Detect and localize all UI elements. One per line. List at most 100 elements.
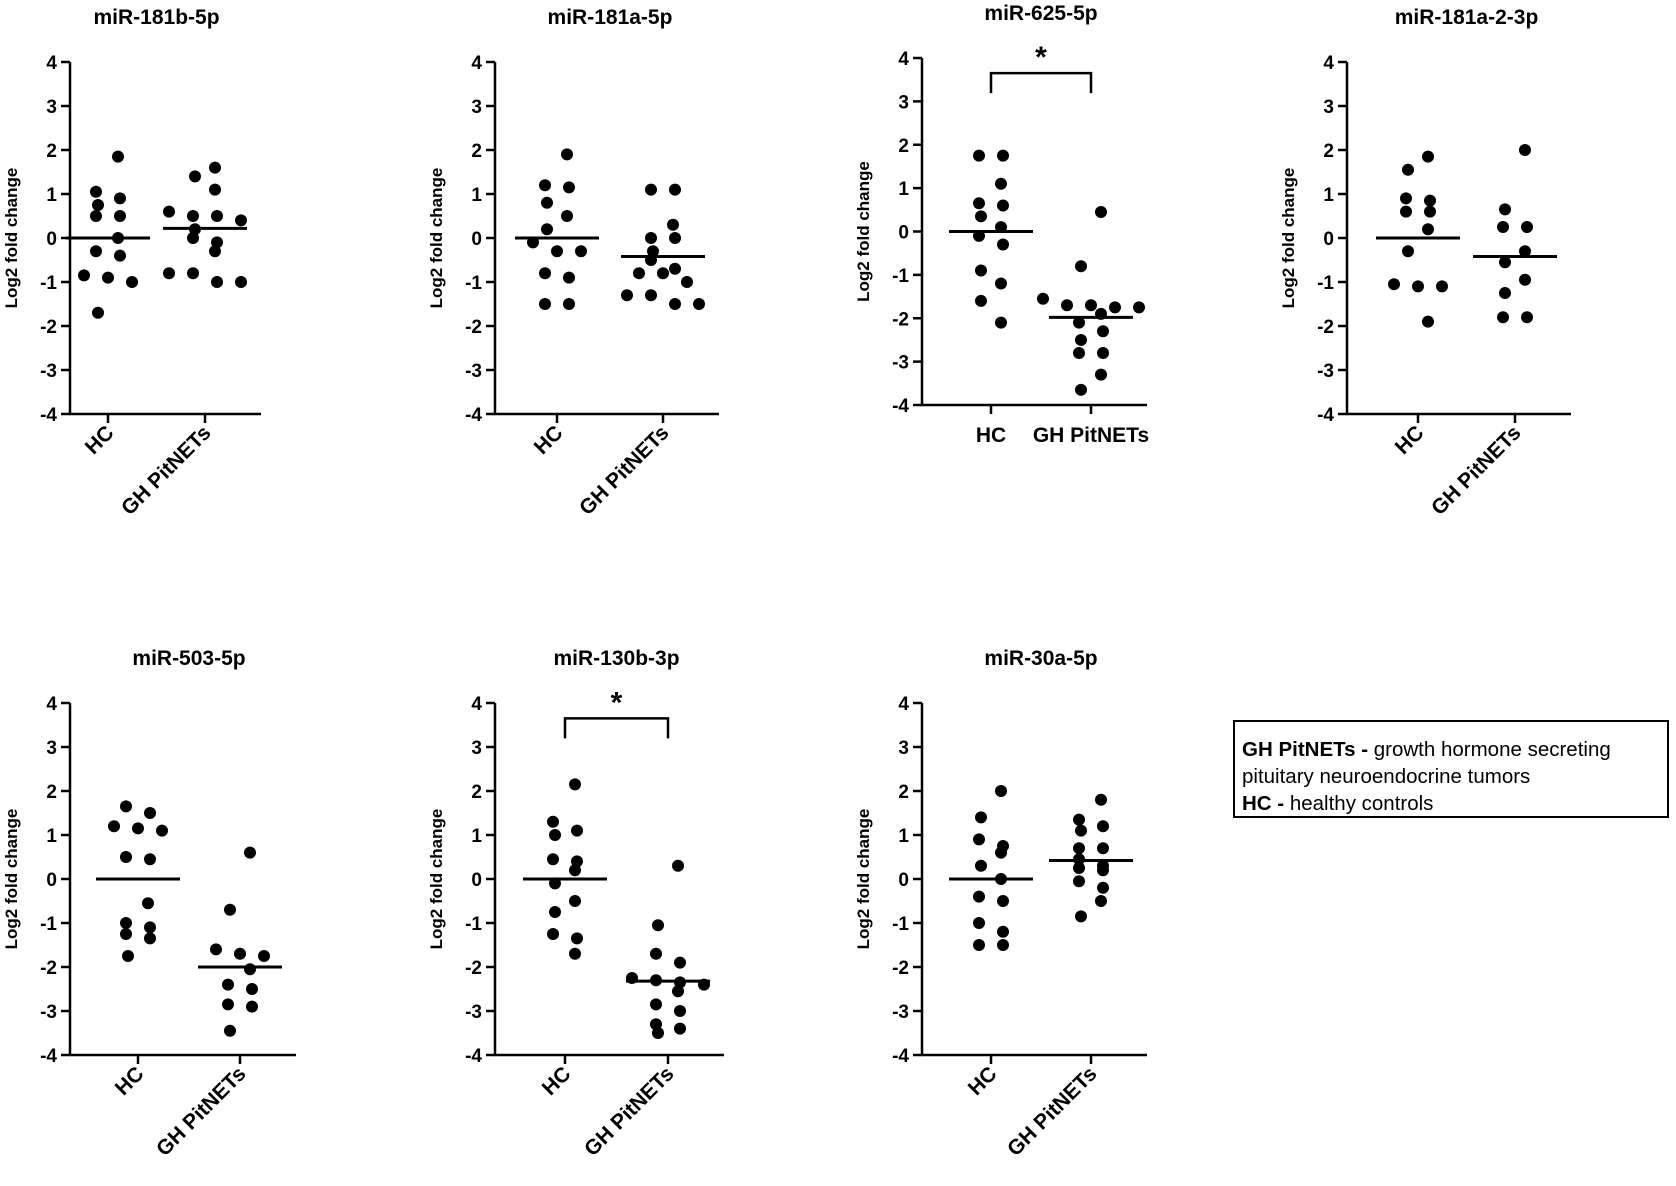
data-point [222, 978, 234, 991]
data-point [563, 298, 575, 310]
data-point [114, 249, 126, 262]
y-tick-label: 0 [471, 229, 482, 250]
y-axis-title: Log2 fold change [427, 809, 446, 950]
y-tick-label: -4 [892, 396, 909, 417]
legend-term-hc: HC - [1242, 792, 1285, 815]
data-point [1422, 315, 1434, 328]
data-point [246, 983, 258, 995]
data-point [187, 267, 199, 280]
data-point [112, 150, 124, 163]
x-category-label: GH PitNETs [1003, 1062, 1101, 1160]
chart-title: miR-181a-5p [548, 6, 673, 29]
y-tick-label: 3 [46, 738, 57, 759]
data-point [120, 928, 132, 940]
data-point [1075, 910, 1087, 923]
data-point [1097, 346, 1109, 359]
data-point [539, 267, 551, 280]
y-tick-label: -1 [465, 914, 482, 935]
x-category-label: GH PitNETs [152, 1062, 250, 1160]
data-point [973, 197, 985, 210]
y-tick-label: 2 [471, 782, 482, 803]
data-point [1075, 260, 1087, 273]
y-tick-label: 1 [46, 826, 57, 847]
data-point [973, 939, 985, 951]
y-tick-label: -1 [40, 914, 57, 935]
x-category-label: GH PitNETs [1033, 424, 1149, 447]
data-point [547, 928, 559, 940]
data-point [650, 947, 662, 960]
x-category-label: HC [538, 1062, 576, 1100]
y-tick-label: -3 [892, 353, 909, 374]
y-tick-label: 1 [898, 826, 909, 847]
data-point [1097, 820, 1109, 833]
data-point [561, 148, 573, 161]
y-tick-label: -1 [892, 914, 909, 935]
data-point [571, 824, 583, 837]
y-tick-label: 3 [46, 97, 57, 118]
data-point [120, 800, 132, 813]
legend-definition-hc: healthy controls [1289, 792, 1434, 815]
data-point [1097, 864, 1109, 877]
data-point [995, 277, 1007, 290]
data-point [120, 851, 132, 863]
data-point [547, 815, 559, 828]
significance-star: * [611, 686, 623, 719]
data-point [563, 271, 575, 284]
data-point [210, 943, 222, 956]
x-category-label: GH PitNETs [117, 421, 215, 519]
data-point [1095, 895, 1107, 907]
data-point [995, 316, 1007, 329]
data-point [541, 223, 553, 236]
data-point [1075, 333, 1087, 346]
data-point [244, 846, 256, 859]
data-point [144, 932, 156, 945]
data-point [1402, 245, 1414, 258]
y-tick-label: 3 [471, 738, 482, 759]
y-tick-label: -2 [892, 309, 909, 330]
data-point [258, 950, 270, 962]
data-point [1073, 813, 1085, 826]
y-tick-label: 3 [1323, 97, 1334, 118]
data-point [1097, 842, 1109, 855]
data-point [92, 306, 104, 319]
legend-definition-gh-pitnets: growth hormone secreting [1373, 738, 1611, 761]
data-point [681, 276, 693, 288]
x-category-label: HC [530, 421, 568, 459]
data-point [1499, 203, 1511, 216]
y-tick-label: 2 [471, 141, 482, 162]
data-point [235, 276, 247, 288]
data-point [657, 267, 669, 280]
data-point [1422, 223, 1434, 236]
data-point [1075, 383, 1087, 396]
y-tick-label: -3 [1317, 361, 1334, 382]
chart-title: miR-130b-3p [553, 647, 679, 670]
significance-bracket [989, 71, 1093, 94]
x-category-label: HC [976, 424, 1006, 447]
y-tick-label: 4 [471, 53, 482, 74]
data-point [669, 232, 681, 244]
y-tick-label: -1 [892, 266, 909, 287]
data-point [156, 824, 168, 837]
y-tick-label: 1 [471, 826, 482, 847]
data-point [672, 985, 684, 998]
data-point [244, 963, 256, 976]
data-point [674, 956, 686, 969]
y-tick-label: 1 [471, 185, 482, 206]
data-point [575, 245, 587, 258]
x-category-label: HC [964, 1062, 1002, 1100]
y-tick-label: -4 [465, 1046, 482, 1067]
data-point [551, 245, 563, 258]
data-point [132, 822, 144, 835]
data-point [541, 196, 553, 209]
y-tick-label: -1 [40, 273, 57, 294]
legend-row-hc: HC - healthy controls [1242, 790, 1667, 817]
legend-row-continuation: pituitary neuroendocrine tumors [1242, 763, 1667, 790]
data-point [645, 232, 657, 244]
x-category-label: GH PitNETs [1427, 421, 1525, 519]
y-tick-label: -2 [1317, 317, 1334, 338]
data-point [997, 238, 1009, 251]
data-point [187, 232, 199, 244]
data-point [211, 276, 223, 288]
chart-title: miR-30a-5p [984, 647, 1097, 670]
data-point [997, 925, 1009, 938]
